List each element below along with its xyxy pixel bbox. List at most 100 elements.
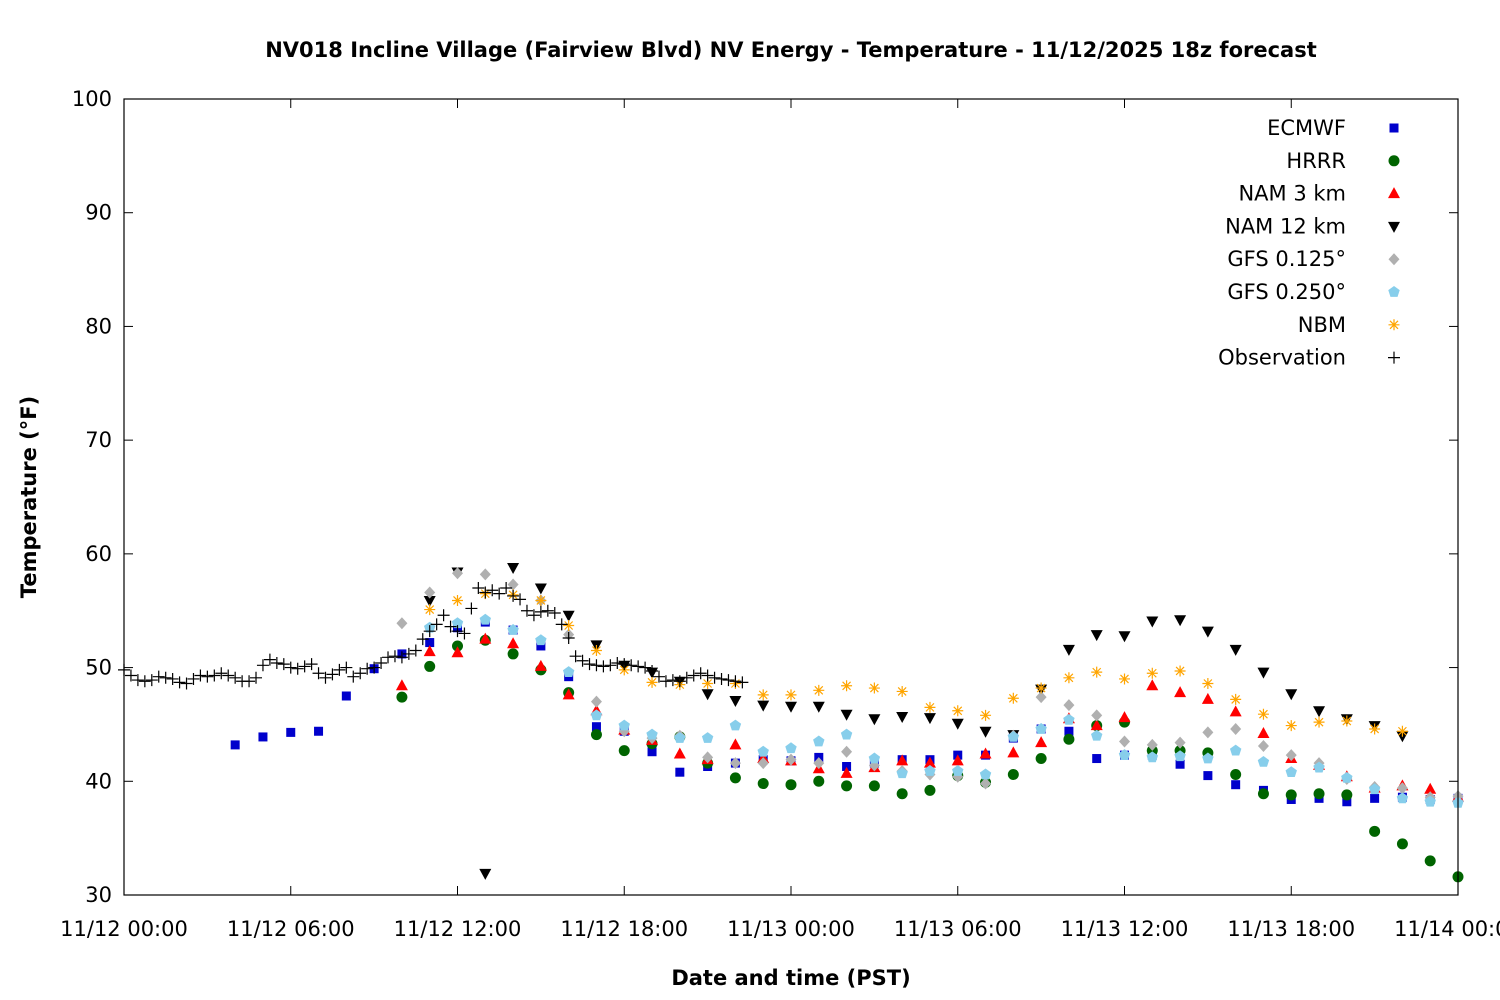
nbm-point (841, 680, 853, 692)
ecmwf-point (1370, 793, 1380, 803)
nam-12-km-point (1146, 616, 1159, 628)
gfs-0-250-point (1285, 766, 1297, 778)
observation-point (437, 609, 450, 622)
nam-3-km-point (534, 659, 547, 671)
observation-point (263, 653, 276, 666)
observation-point (646, 664, 659, 677)
nam-3-km-point (423, 645, 436, 657)
observation-point (597, 660, 610, 673)
hrrr-point (1313, 788, 1325, 800)
gfs-0-250-point (1313, 761, 1325, 773)
gfs-0-250-point (979, 768, 992, 780)
nam-12-km-point (479, 868, 492, 880)
gfs-0-250-point (1396, 792, 1409, 804)
nbm-point (896, 685, 908, 697)
observation-point (270, 657, 283, 670)
nbm-point (1396, 725, 1408, 737)
x-tick-label: 11/12 12:00 (394, 917, 522, 941)
gfs-0-250-point (813, 735, 825, 747)
legend-marker-observation (1388, 351, 1400, 364)
observation-point (180, 677, 193, 690)
observation-point (250, 671, 263, 684)
hrrr-point (729, 772, 741, 784)
nbm-point (1174, 665, 1186, 677)
nam-3-km-point (951, 754, 964, 766)
nbm-point (563, 619, 575, 631)
nam-12-km-point (1174, 615, 1187, 627)
hrrr-point (1230, 768, 1242, 780)
gfs-0-250-point (479, 613, 491, 625)
observation-point (576, 654, 589, 667)
nbm-point (1230, 693, 1242, 705)
gfs-0-125-point (729, 757, 741, 770)
legend-label-gfs-0-250: GFS 0.250° (1227, 280, 1346, 304)
nbm-point (924, 701, 936, 713)
legend-marker-ecmwf (1389, 123, 1399, 133)
observation-point (569, 650, 582, 663)
nam-12-km-point (1201, 626, 1214, 638)
observation-point (347, 670, 360, 683)
series-gfs-0-250 (424, 613, 1464, 808)
observation-point (395, 651, 408, 664)
ecmwf-point (647, 747, 657, 757)
legend: ECMWF HRRR NAM 3 km NAM 12 km GFS 0.125° GFS … (1218, 116, 1400, 370)
plot-frame (123, 98, 1459, 896)
nam-12-km-point (951, 718, 964, 730)
hrrr-point (507, 648, 519, 660)
observation-point (486, 584, 499, 597)
gfs-0-250-point (701, 732, 714, 743)
y-tick-label: 70 (85, 428, 112, 452)
gfs-0-250-point (952, 765, 964, 776)
nam-3-km-point (562, 688, 575, 700)
nbm-point (1063, 672, 1075, 684)
nam-3-km-point (507, 637, 520, 649)
observation-point (368, 661, 381, 674)
nam-12-km-point (1118, 631, 1131, 643)
x-tick-label: 11/13 12:00 (1061, 917, 1189, 941)
nbm-point (424, 604, 436, 616)
nbm-point (702, 677, 714, 689)
nam-12-km-point (1313, 706, 1326, 718)
gfs-0-125-point (1146, 738, 1158, 751)
gfs-0-125-point (980, 777, 992, 790)
nam-3-km-point (451, 646, 464, 658)
gfs-0-250-point (1091, 729, 1103, 741)
nbm-point (646, 676, 658, 688)
nbm-point (1341, 715, 1353, 727)
nam-12-km-point (562, 610, 575, 622)
observation-point (201, 670, 214, 683)
nbm-point (980, 709, 992, 721)
nbm-point (1257, 708, 1269, 720)
nam-3-km-point (729, 738, 742, 750)
observation-point (527, 609, 540, 622)
hrrr-point (1035, 753, 1047, 765)
gfs-0-250-point (1118, 749, 1131, 760)
observation-point (451, 625, 464, 638)
x-tick-label: 11/12 00:00 (60, 917, 188, 941)
x-tick-label: 11/13 06:00 (894, 917, 1022, 941)
gfs-0-250-point (674, 732, 686, 743)
observation-point (402, 647, 415, 660)
ecmwf-point (591, 722, 601, 732)
observation-point (687, 669, 700, 682)
hrrr-point (757, 778, 769, 790)
gfs-0-250-point (507, 624, 519, 635)
gfs-0-125-point (813, 757, 825, 770)
observation-point (166, 672, 179, 685)
gfs-0-125-point (841, 745, 853, 758)
observation-point (625, 659, 638, 672)
gfs-0-250-point (451, 617, 464, 629)
plot-points (118, 563, 1464, 883)
observation-point (639, 661, 652, 674)
gfs-0-125-point (452, 567, 463, 580)
hrrr-point (590, 729, 602, 741)
nam-3-km-point (1146, 679, 1159, 691)
gfs-0-125-point (1202, 726, 1214, 739)
gfs-0-250-point (785, 742, 797, 754)
observation-point (138, 675, 151, 688)
observation-point (472, 581, 485, 594)
y-tick-label: 100 (72, 87, 112, 111)
y-axis-label: Temperature (°F) (17, 396, 41, 598)
observation-point (590, 659, 603, 672)
